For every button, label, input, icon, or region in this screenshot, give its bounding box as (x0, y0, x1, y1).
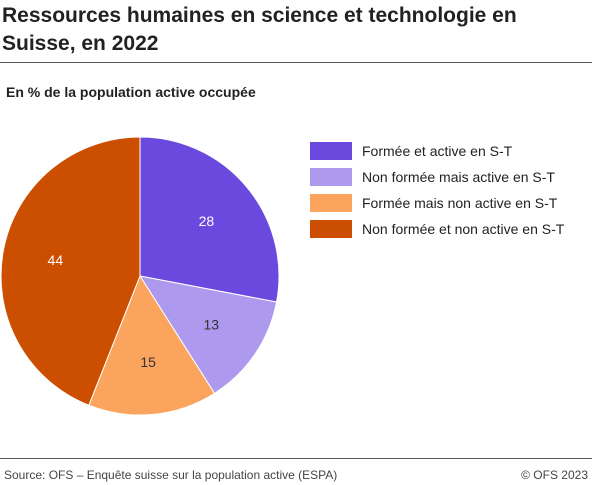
pie-slice-value-1: 28 (199, 213, 215, 229)
source-note: Source: OFS – Enquête suisse sur la popu… (4, 468, 338, 482)
pie-labels: 28 13 15 44 (48, 213, 220, 370)
legend-label-3: Formée mais non active en S-T (362, 195, 558, 211)
legend-label-4: Non formée et non active en S-T (362, 221, 565, 237)
legend-label-2: Non formée mais active en S-T (362, 169, 555, 185)
pie-slice-value-2: 13 (203, 316, 219, 332)
legend-swatch-3 (310, 194, 352, 212)
pie-slice-4 (0, 136, 141, 406)
pie-slice-2 (138, 275, 278, 395)
legend-label-1: Formée et active en S-T (362, 143, 513, 159)
chart-title: Ressources humaines en science et techno… (2, 4, 517, 55)
title-divider (0, 62, 592, 63)
footer-divider (0, 458, 592, 459)
pie-slice-value-3: 15 (140, 354, 156, 370)
chart-subtitle: En % de la population active occupée (6, 84, 256, 100)
pie-slices (0, 136, 280, 416)
pie-slice-value-4: 44 (48, 252, 64, 268)
copyright-note: © OFS 2023 (521, 468, 588, 482)
legend-item-1: Formée et active en S-T (310, 140, 564, 162)
legend-item-2: Non formée mais active en S-T (310, 166, 564, 188)
legend-swatch-4 (310, 220, 352, 238)
legend-swatch-1 (310, 142, 352, 160)
pie-slice-3 (88, 274, 216, 416)
pie-slice-1 (139, 136, 280, 303)
legend: Formée et active en S-T Non formée mais … (310, 140, 564, 244)
legend-swatch-2 (310, 168, 352, 186)
legend-item-4: Non formée et non active en S-T (310, 218, 564, 240)
legend-item-3: Formée mais non active en S-T (310, 192, 564, 214)
